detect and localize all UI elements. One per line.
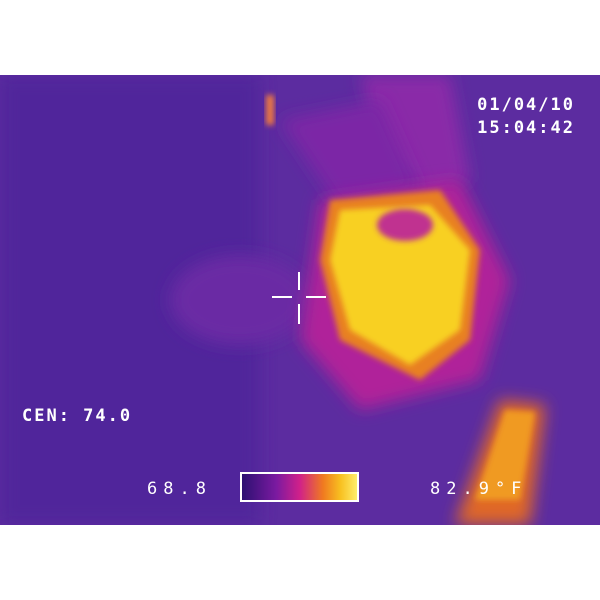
scale-min: 68.8 xyxy=(147,479,212,499)
scale-max: 82.9°F xyxy=(430,479,527,499)
thermal-image xyxy=(0,75,600,525)
center-reading: CEN: 74.0 xyxy=(22,406,132,426)
crosshair xyxy=(272,272,326,324)
time: 15:04:42 xyxy=(477,118,575,138)
date: 01/04/10 xyxy=(477,95,575,115)
color-scale xyxy=(240,472,359,502)
